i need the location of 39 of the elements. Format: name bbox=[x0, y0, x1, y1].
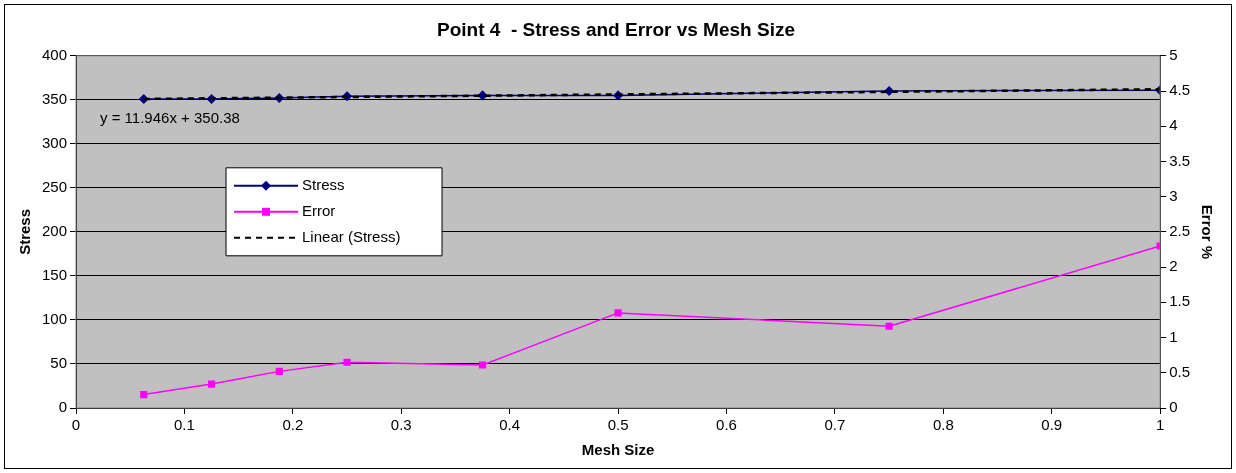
y2-tick-label: 1 bbox=[1169, 327, 1178, 345]
x-tick-label: 0 bbox=[71, 416, 81, 434]
y-tick-label: 400 bbox=[42, 45, 68, 63]
y-tick-label: 250 bbox=[42, 178, 68, 196]
y2-axis-title: Error % bbox=[1198, 204, 1216, 259]
legend-label: Linear (Stress) bbox=[302, 227, 401, 245]
y2-tick-label: 2 bbox=[1169, 257, 1178, 275]
y2-tick-label: 1.5 bbox=[1169, 292, 1191, 310]
x-tick-label: 0.4 bbox=[499, 416, 521, 434]
y-tick-label: 0 bbox=[58, 398, 68, 416]
y-tick-label: 200 bbox=[42, 222, 68, 240]
y-tick-label: 100 bbox=[42, 310, 68, 328]
x-tick-label: 0.7 bbox=[824, 416, 846, 434]
y2-tick-label: 3 bbox=[1169, 186, 1178, 204]
y2-tick-label: 0 bbox=[1169, 398, 1178, 416]
x-tick-label: 0.1 bbox=[174, 416, 195, 434]
legend-label: Error bbox=[302, 201, 336, 219]
x-tick-label: 0.6 bbox=[716, 416, 737, 434]
y2-tick-label: 5 bbox=[1169, 45, 1178, 63]
x-axis-title: Mesh Size bbox=[581, 441, 655, 459]
y-axis-title: Stress bbox=[16, 208, 34, 255]
x-tick-label: 0.5 bbox=[607, 416, 629, 434]
y-tick-label: 300 bbox=[42, 133, 68, 151]
chart-title: Point 4 - Stress and Error vs Mesh Size bbox=[437, 18, 795, 40]
x-tick-label: 1 bbox=[1155, 416, 1165, 434]
y2-tick-label: 4.5 bbox=[1169, 81, 1191, 99]
y2-tick-label: 3.5 bbox=[1169, 151, 1191, 169]
legend-label: Stress bbox=[302, 175, 345, 193]
annotation: y = 11.946x + 350.38 bbox=[100, 108, 240, 126]
x-tick-label: 0.8 bbox=[932, 416, 954, 434]
x-tick-label: 0.9 bbox=[1041, 416, 1063, 434]
x-tick-label: 0.3 bbox=[390, 416, 412, 434]
y2-tick-label: 2.5 bbox=[1169, 222, 1191, 240]
y-tick-label: 150 bbox=[42, 266, 68, 284]
y2-tick-label: 4 bbox=[1169, 116, 1178, 134]
y-tick-label: 50 bbox=[50, 354, 68, 372]
y2-tick-label: 0.5 bbox=[1169, 362, 1191, 380]
x-tick-label: 0.2 bbox=[282, 416, 304, 434]
y-tick-label: 350 bbox=[42, 89, 68, 107]
